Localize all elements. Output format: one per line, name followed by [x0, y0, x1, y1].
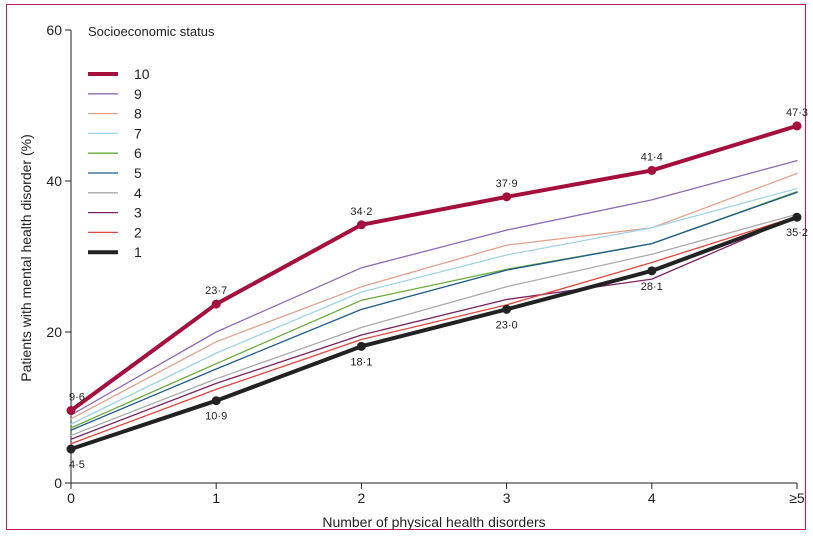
- x-tick-label: 1: [212, 490, 220, 506]
- data-point-1: [647, 266, 657, 276]
- data-label-10: 37·9: [496, 178, 518, 190]
- legend-label-3: 3: [134, 205, 142, 221]
- data-point-1: [502, 304, 512, 314]
- series-line-4: [70, 213, 798, 437]
- series-line-8: [70, 172, 798, 420]
- series-line-7: [70, 187, 798, 425]
- legend-label-10: 10: [134, 66, 150, 82]
- data-point-10: [66, 406, 76, 416]
- data-label-1: 35·2: [786, 227, 808, 239]
- x-tick-label: 4: [648, 490, 656, 506]
- series-line-1: [69, 215, 799, 452]
- data-label-1: 18·1: [350, 356, 372, 368]
- x-tick-label: 3: [503, 490, 511, 506]
- legend-label-8: 8: [134, 106, 142, 122]
- y-axis-title: Patients with mental health disorder (%): [18, 134, 34, 381]
- data-label-10: 34·2: [350, 206, 372, 218]
- data-point-10: [792, 121, 802, 131]
- data-label-10: 47·3: [786, 107, 808, 119]
- data-point-10: [502, 192, 512, 202]
- data-label-10: 9·6: [69, 392, 85, 404]
- series-line-5: [70, 191, 798, 431]
- axes: 0 20 40 60 0 1 2 3 4 ≥5 Number of physical healt…: [18, 22, 805, 530]
- data-label-1: 23·0: [496, 319, 518, 331]
- data-label-1: 28·1: [641, 281, 663, 293]
- data-label-1: 10·9: [205, 411, 227, 423]
- legend-label-5: 5: [134, 165, 142, 181]
- series-line-9: [70, 159, 798, 416]
- y-ticks: 0 20 40 60: [46, 22, 71, 491]
- data-label-10: 41·4: [641, 151, 663, 163]
- legend-label-6: 6: [134, 145, 142, 161]
- y-tick-label: 40: [46, 173, 62, 189]
- data-point-1: [211, 396, 221, 406]
- legend-label-4: 4: [134, 185, 142, 201]
- legend: Socioeconomic status 10 9 8 7 6 5 4 3 2 1: [88, 24, 215, 260]
- series-line-2: [70, 215, 798, 445]
- data-label-1: 4·5: [69, 459, 85, 471]
- legend-label-1: 1: [134, 244, 142, 260]
- data-point-1: [356, 341, 366, 351]
- data-point-10: [647, 165, 657, 175]
- legend-label-2: 2: [134, 224, 142, 240]
- series-line-10: [69, 123, 799, 413]
- y-tick-label: 60: [46, 22, 62, 38]
- y-tick-label: 0: [54, 475, 62, 491]
- legend-label-9: 9: [134, 86, 142, 102]
- legend-label-7: 7: [134, 125, 142, 141]
- chart-frame: [6, 4, 806, 530]
- legend-items: 10 9 8 7 6 5 4 3 2 1: [88, 66, 150, 260]
- data-point-10: [356, 220, 366, 230]
- data-point-10: [211, 299, 221, 309]
- x-ticks: 0 1 2 3 4 ≥5: [67, 483, 805, 506]
- x-axis-title: Number of physical health disorders: [322, 514, 545, 530]
- data-point-1: [792, 212, 802, 222]
- legend-title: Socioeconomic status: [88, 24, 215, 39]
- series-layer: [66, 121, 802, 454]
- x-tick-label: 2: [358, 490, 366, 506]
- data-label-10: 23·7: [205, 285, 227, 297]
- y-tick-label: 20: [46, 324, 62, 340]
- data-point-1: [66, 444, 76, 454]
- series-line-3: [70, 215, 798, 440]
- x-tick-label: ≥5: [789, 490, 805, 506]
- data-labels-layer: 9·623·734·237·941·447·34·510·918·123·028…: [69, 107, 808, 471]
- x-tick-label: 0: [67, 490, 75, 506]
